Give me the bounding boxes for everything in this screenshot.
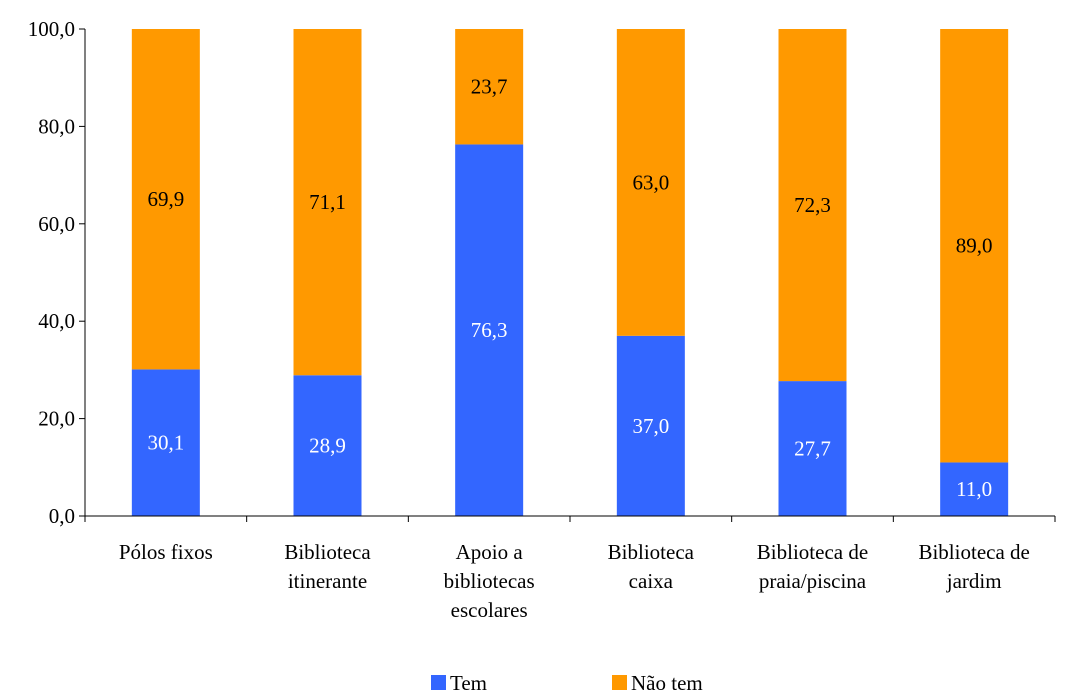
data-label-nao-tem-2: 23,7	[471, 75, 508, 99]
data-labels-group: 30,1 69,9 28,9 71,1 76,3 23,7 37,0 63,0 27,7 72,3…	[147, 75, 992, 502]
x-category-label: Biblioteca itinerante	[284, 540, 371, 593]
bar-tem-2	[455, 144, 524, 516]
data-label-nao-tem-3: 63,0	[632, 170, 669, 194]
legend-label-tem: Tem	[450, 671, 487, 695]
x-category-label: Biblioteca caixa	[608, 540, 695, 593]
bar-nao-tem-1	[293, 29, 362, 376]
x-category-label: Biblioteca de praia/piscina	[757, 540, 868, 593]
y-tick-label: 40,0	[38, 309, 75, 333]
bar-tem-4	[778, 381, 847, 516]
axes-group: 0,0 20,0 40,0 60,0 80,0 100,0 Pólos fixos Bibli…	[28, 17, 1056, 622]
x-category-label: Apoio a bibliotecas escolares	[444, 540, 535, 622]
x-category-label: Pólos fixos	[119, 540, 213, 564]
y-tick-label: 60,0	[38, 212, 75, 236]
legend-label-nao-tem: Não tem	[631, 671, 703, 695]
data-label-nao-tem-4: 72,3	[794, 193, 831, 217]
bar-tem-0	[131, 369, 200, 516]
legend-swatch-nao-tem	[612, 675, 627, 690]
bar-tem-1	[293, 375, 362, 516]
legend: Tem Não tem	[431, 671, 703, 695]
data-label-tem-3: 37,0	[632, 414, 669, 438]
data-label-tem-0: 30,1	[147, 431, 184, 455]
data-label-nao-tem-1: 71,1	[309, 190, 346, 214]
bar-nao-tem-5	[940, 29, 1009, 463]
data-label-tem-1: 28,9	[309, 434, 346, 458]
y-tick-label: 20,0	[38, 407, 75, 431]
bar-nao-tem-2	[455, 29, 524, 145]
data-label-nao-tem-5: 89,0	[956, 234, 993, 258]
y-tick-label: 80,0	[38, 114, 75, 138]
bar-tem-5	[940, 462, 1009, 516]
data-label-tem-5: 11,0	[956, 477, 992, 501]
y-tick-label: 0,0	[49, 504, 75, 528]
bar-tem-3	[616, 335, 685, 516]
data-label-nao-tem-0: 69,9	[147, 187, 184, 211]
y-tick-label: 100,0	[28, 17, 75, 41]
data-label-tem-2: 76,3	[471, 318, 508, 342]
bar-nao-tem-0	[131, 29, 200, 370]
data-label-tem-4: 27,7	[794, 437, 831, 461]
bar-nao-tem-4	[778, 29, 847, 382]
x-category-label: Biblioteca de jardim	[918, 540, 1029, 593]
legend-swatch-tem	[431, 675, 446, 690]
bar-nao-tem-3	[616, 29, 685, 336]
bars-group	[131, 29, 1009, 516]
